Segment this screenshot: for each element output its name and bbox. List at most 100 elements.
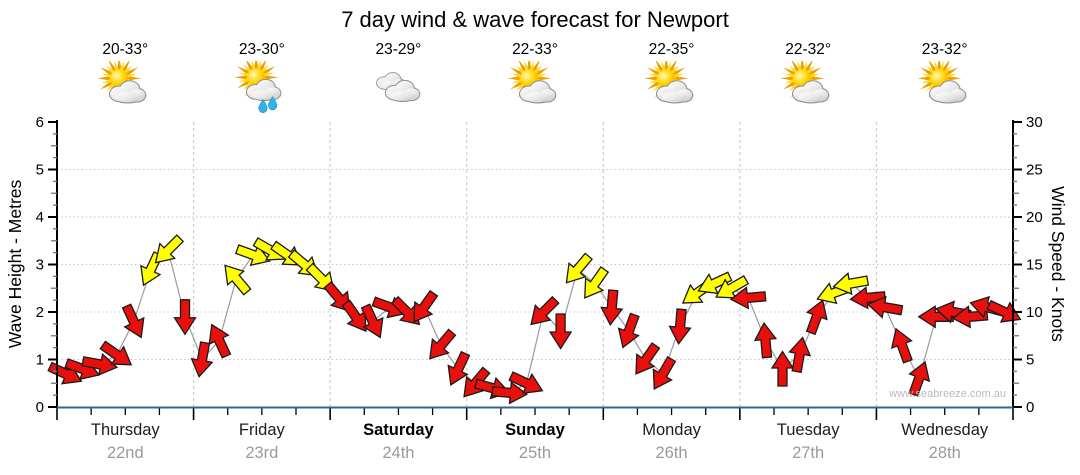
- weather-icon-clouds: [376, 72, 421, 103]
- weather-icon-sun-cloud: [644, 61, 693, 104]
- wind-arrow: [584, 266, 610, 299]
- day-date: 22nd: [106, 444, 144, 462]
- wind-arrow: [173, 299, 197, 336]
- wind-arrow: [617, 312, 640, 349]
- cloud-icon: [518, 80, 557, 104]
- wind-arrow: [360, 303, 384, 339]
- cloud-icon: [928, 80, 967, 104]
- chart-title: 7 day wind & wave forecast for Newport: [341, 7, 729, 32]
- wind-arrow: [491, 381, 529, 405]
- wind-arrow: [341, 299, 367, 333]
- wind-arrow: [447, 350, 471, 386]
- cloud-icon: [245, 78, 282, 102]
- raindrop-icon: [267, 96, 277, 111]
- wind-arrow: [429, 328, 457, 360]
- day-header-thursday: 20-33°: [57, 41, 194, 121]
- wind-arrow: [908, 360, 931, 397]
- svg-text:10: 10: [1026, 304, 1043, 321]
- weather-icon-wrap: [467, 61, 604, 117]
- wind-arrow: [305, 262, 335, 293]
- raindrop-icon: [258, 99, 268, 113]
- wind-arrow: [788, 336, 812, 374]
- temperature-range: 20-33°: [102, 41, 149, 58]
- day-label-sunday: Sunday 25th: [467, 421, 604, 471]
- day-header-sunday: 22-33°: [467, 41, 604, 121]
- cloud-icon: [655, 80, 693, 104]
- weather-icon-sun-cloud: [781, 61, 830, 104]
- day-name: Saturday: [363, 421, 434, 439]
- svg-text:5: 5: [36, 162, 44, 179]
- wind-arrow: [413, 289, 439, 323]
- wind-arrow: [849, 286, 886, 310]
- svg-text:3: 3: [36, 257, 44, 274]
- day-name: Friday: [238, 421, 285, 439]
- wind-arrow: [390, 295, 421, 326]
- temperature-range: 22-33°: [512, 41, 558, 58]
- temperature-range: 22-35°: [648, 41, 695, 58]
- cloud-icon: [109, 80, 147, 104]
- wind-arrow: [121, 303, 145, 339]
- day-name: Monday: [642, 421, 701, 439]
- weather-icon-wrap: [603, 61, 740, 117]
- day-label-wednesday: Wednesday 28th: [876, 421, 1013, 471]
- svg-text:15: 15: [1026, 257, 1043, 274]
- day-name: Tuesday: [776, 421, 840, 439]
- wind-arrow: [890, 327, 913, 364]
- day-label-thursday: Thursday 22nd: [57, 421, 194, 471]
- day-label-saturday: Saturday 24th: [330, 421, 467, 471]
- wind-arrow: [600, 289, 624, 326]
- wind-arrow: [565, 252, 593, 284]
- wave-axis-title: Wave Height - Metres: [5, 179, 25, 349]
- weather-icon-sun-cloud-rain: [234, 61, 282, 113]
- wind-arrow: [530, 295, 560, 326]
- weather-icon-sun-cloud: [98, 61, 147, 104]
- svg-text:4: 4: [36, 209, 44, 226]
- day-name: Sunday: [505, 421, 565, 439]
- temperature-range: 23-29°: [375, 41, 422, 58]
- svg-text:1: 1: [36, 352, 44, 369]
- wind-arrow: [548, 313, 573, 350]
- weather-icon-wrap: [876, 61, 1013, 117]
- weather-icon-sun-cloud: [507, 61, 557, 104]
- wind-arrow: [729, 286, 767, 310]
- wind-arrow: [208, 323, 232, 359]
- day-header-friday: 23-30°: [194, 41, 331, 121]
- weather-icon-sun-cloud: [917, 61, 967, 104]
- wind-arrow: [668, 308, 692, 345]
- day-header-saturday: 23-29°: [330, 41, 467, 121]
- wind-arrow: [99, 340, 133, 366]
- temperature-range: 23-32°: [921, 41, 968, 58]
- temperature-range: 23-30°: [238, 41, 285, 58]
- svg-text:0: 0: [36, 399, 44, 416]
- weather-icon-wrap: [57, 61, 194, 117]
- wind-arrow: [753, 321, 778, 359]
- wind-arrow: [81, 352, 119, 376]
- day-date: 28th: [928, 444, 961, 462]
- svg-text:6: 6: [36, 114, 44, 131]
- svg-text:2: 2: [36, 304, 44, 321]
- day-label-friday: Friday 23rd: [194, 421, 331, 471]
- svg-text:25: 25: [1026, 162, 1043, 179]
- weather-icon-wrap: [740, 61, 877, 117]
- wind-arrow: [635, 342, 661, 375]
- wind-arrow: [224, 264, 252, 296]
- wind-arrow: [715, 275, 750, 299]
- wind-arrow: [190, 341, 214, 378]
- day-date: 27th: [792, 444, 825, 462]
- cloud-icon: [792, 80, 830, 104]
- svg-text:0: 0: [1026, 399, 1034, 416]
- day-label-monday: Monday 26th: [603, 421, 740, 471]
- day-date: 24th: [382, 444, 415, 462]
- day-date: 25th: [518, 444, 552, 462]
- day-header-tuesday: 22-32°: [740, 41, 877, 121]
- svg-text:20: 20: [1026, 209, 1043, 226]
- day-header-monday: 22-35°: [603, 41, 740, 121]
- wind-arrow: [805, 299, 828, 336]
- sun-icon: [507, 61, 552, 101]
- wind-arrow: [47, 361, 83, 385]
- wind-arrow: [770, 350, 795, 387]
- wind-arrow: [652, 355, 677, 391]
- day-date: 23rd: [245, 444, 279, 462]
